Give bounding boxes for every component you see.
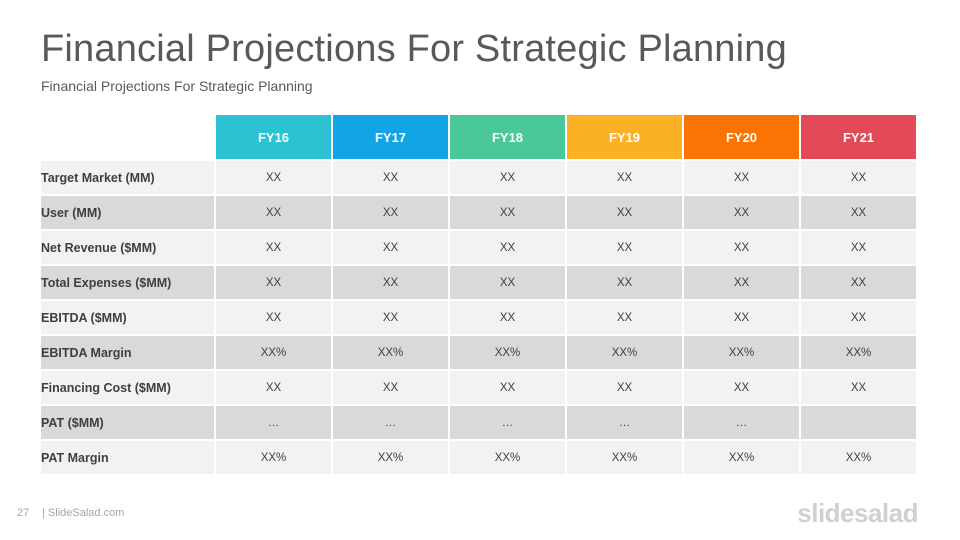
year-header-fy18: FY18 <box>450 115 565 159</box>
table-cell: XX <box>567 301 682 334</box>
year-header-fy19: FY19 <box>567 115 682 159</box>
table-cell: XX <box>684 371 799 404</box>
table-cell: XX% <box>684 441 799 474</box>
table-cell: XX <box>801 266 916 299</box>
table-cell: XX% <box>216 441 331 474</box>
table-cell: XX <box>567 266 682 299</box>
year-header-fy20: FY20 <box>684 115 799 159</box>
table-cell: … <box>450 406 565 439</box>
slide-title: Financial Projections For Strategic Plan… <box>41 28 787 70</box>
row-label: Net Revenue ($MM) <box>41 231 214 264</box>
table-row: Target Market (MM) XX XX XX XX XX XX <box>41 161 916 194</box>
table-cell: XX <box>216 266 331 299</box>
financial-projections-table: FY16 FY17 FY18 FY19 FY20 FY21 Target Mar… <box>39 113 918 476</box>
brand-logo: slidesalad <box>797 498 918 528</box>
row-label: Financing Cost ($MM) <box>41 371 214 404</box>
table-cell: XX <box>333 231 448 264</box>
table-cell: XX <box>801 301 916 334</box>
table-cell: XX <box>216 161 331 194</box>
row-label: EBITDA Margin <box>41 336 214 369</box>
table-cell: XX <box>801 231 916 264</box>
table-cell: XX <box>333 196 448 229</box>
table-cell: XX <box>801 161 916 194</box>
row-label: PAT ($MM) <box>41 406 214 439</box>
table-cell: XX <box>450 161 565 194</box>
table-cell: XX% <box>567 441 682 474</box>
row-label: Total Expenses ($MM) <box>41 266 214 299</box>
table-cell: XX <box>801 196 916 229</box>
slide-subtitle: Financial Projections For Strategic Plan… <box>41 78 313 94</box>
table-cell: XX <box>216 196 331 229</box>
table-cell: XX% <box>684 336 799 369</box>
table-cell: XX <box>567 231 682 264</box>
table-cell: … <box>333 406 448 439</box>
table-row: EBITDA ($MM) XX XX XX XX XX XX <box>41 301 916 334</box>
table-cell: XX% <box>450 441 565 474</box>
table-cell: … <box>567 406 682 439</box>
row-label: PAT Margin <box>41 441 214 474</box>
table-row: EBITDA Margin XX% XX% XX% XX% XX% XX% <box>41 336 916 369</box>
year-header-fy17: FY17 <box>333 115 448 159</box>
table-cell: XX <box>216 301 331 334</box>
table-cell: XX% <box>450 336 565 369</box>
table-cell: XX <box>216 371 331 404</box>
table-cell: XX <box>450 196 565 229</box>
table-cell: XX% <box>333 336 448 369</box>
table-cell: XX <box>684 161 799 194</box>
table-header-row: FY16 FY17 FY18 FY19 FY20 FY21 <box>41 115 916 159</box>
table-cell: XX <box>801 371 916 404</box>
table-cell: XX <box>684 266 799 299</box>
table-cell: XX <box>684 231 799 264</box>
table-cell: XX% <box>801 336 916 369</box>
table-cell: XX <box>450 266 565 299</box>
table-cell: XX <box>684 196 799 229</box>
table-cell: XX <box>333 301 448 334</box>
table-cell: XX <box>567 196 682 229</box>
footer-site-link[interactable]: | SlideSalad.com <box>42 507 125 519</box>
table-cell: XX <box>216 231 331 264</box>
table-row: Total Expenses ($MM) XX XX XX XX XX XX <box>41 266 916 299</box>
table-cell: … <box>684 406 799 439</box>
table-row: Net Revenue ($MM) XX XX XX XX XX XX <box>41 231 916 264</box>
table-cell: XX <box>567 161 682 194</box>
table-cell: XX% <box>567 336 682 369</box>
table-cell: XX <box>450 231 565 264</box>
table-cell: XX% <box>801 441 916 474</box>
table-cell: XX% <box>216 336 331 369</box>
year-header-fy16: FY16 <box>216 115 331 159</box>
table-cell: XX <box>450 371 565 404</box>
page-number: 27 <box>17 507 30 519</box>
table-row: PAT Margin XX% XX% XX% XX% XX% XX% <box>41 441 916 474</box>
table-row: PAT ($MM)…………… <box>41 406 916 439</box>
table-cell: XX <box>333 161 448 194</box>
row-label: User (MM) <box>41 196 214 229</box>
table-cell: XX <box>333 266 448 299</box>
year-header-fy21: FY21 <box>801 115 916 159</box>
table-cell: XX <box>333 371 448 404</box>
table-cell: XX% <box>333 441 448 474</box>
table-cell: XX <box>450 301 565 334</box>
table-cell: … <box>216 406 331 439</box>
table-cell <box>801 406 916 439</box>
row-label: EBITDA ($MM) <box>41 301 214 334</box>
table-corner-cell <box>41 115 214 159</box>
table-cell: XX <box>567 371 682 404</box>
table-row: User (MM) XX XX XX XX XX XX <box>41 196 916 229</box>
table-row: Financing Cost ($MM) XX XX XX XX XX XX <box>41 371 916 404</box>
table-cell: XX <box>684 301 799 334</box>
row-label: Target Market (MM) <box>41 161 214 194</box>
